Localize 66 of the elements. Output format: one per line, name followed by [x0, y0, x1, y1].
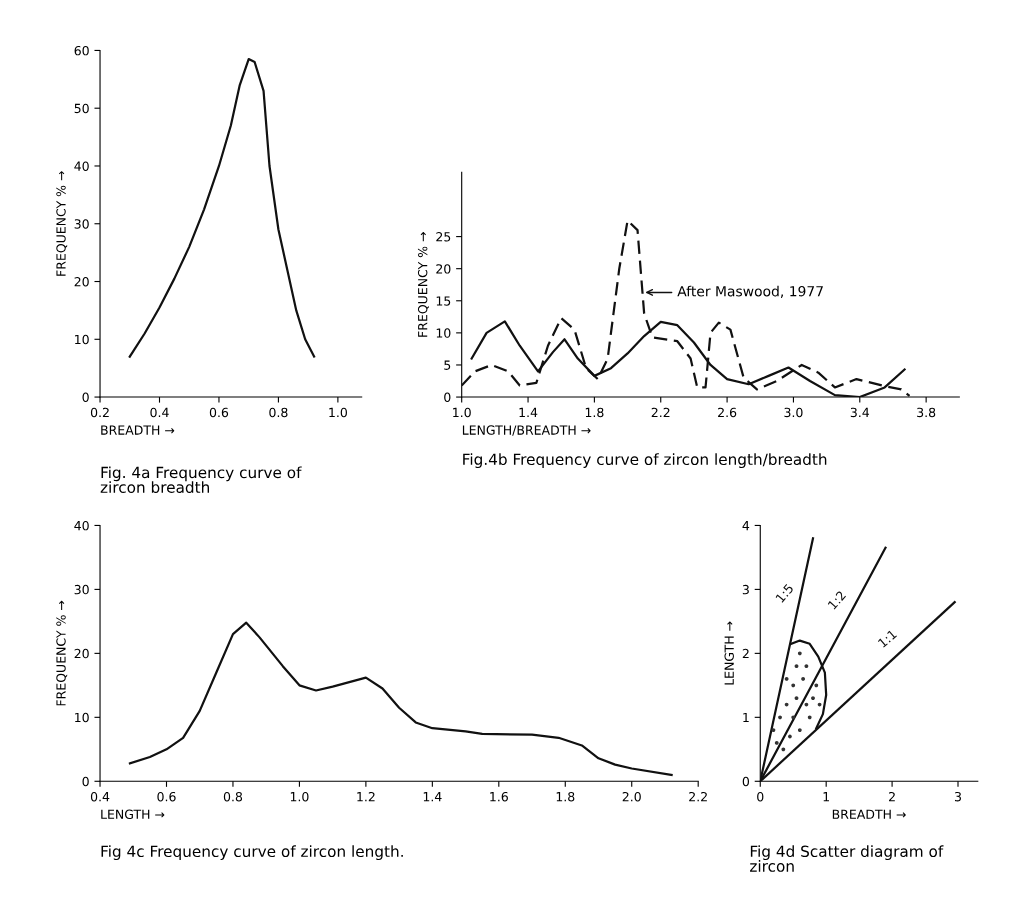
- text: Fig 4d Scatter diagram of zircon: [750, 845, 944, 872]
- text: Fig 4c Frequency curve of zircon length.: [101, 845, 403, 861]
- x-tick-label: 2.2: [651, 407, 670, 417]
- x-tick-label: 1.0: [329, 407, 347, 418]
- y-axis-title: FREQUENCY % →: [56, 171, 68, 276]
- x-tick-label: 0.4: [150, 407, 169, 418]
- x-tick-label: 3.4: [850, 407, 870, 418]
- x-tick-label: 2.0: [622, 791, 641, 802]
- x-axis-title: LENGTH/BREADTH →: [462, 425, 591, 436]
- x-tick-label: 1.4: [423, 792, 442, 802]
- text: 1:2: [827, 590, 846, 610]
- x-tick-label: 0: [757, 791, 764, 802]
- y-tick-label: 10: [75, 334, 89, 345]
- x-tick-label: 0.2: [90, 407, 109, 418]
- y-axis-title: LENGTH →: [724, 621, 734, 685]
- x-axis-title: BREADTH →: [832, 809, 906, 819]
- x-tick-label: 2.6: [718, 407, 737, 418]
- text: 1:1: [877, 629, 897, 648]
- x-tick-label: 3: [954, 791, 961, 802]
- x-tick-label: 2: [889, 791, 895, 802]
- annotation: After Maswood, 1977: [677, 285, 823, 298]
- y-tick-label: 2: [742, 648, 749, 659]
- text: Fig.4b Frequency curve of zircon length/breadth: [463, 453, 827, 469]
- x-tick-label: 1: [823, 792, 829, 802]
- y-tick-label: 1: [743, 712, 749, 723]
- text: 1:5: [775, 583, 794, 603]
- y-tick-label: 20: [436, 264, 451, 274]
- y-tick-label: 50: [74, 103, 89, 114]
- x-tick-label: 1.0: [453, 407, 471, 418]
- x-axis-title: LENGTH →: [101, 809, 165, 820]
- x-tick-label: 3.8: [917, 407, 936, 418]
- y-tick-label: 10: [436, 328, 451, 338]
- x-tick-label: 1.8: [585, 407, 604, 418]
- y-tick-label: 40: [74, 161, 89, 171]
- y-tick-label: 40: [74, 520, 89, 531]
- y-tick-label: 4: [742, 521, 750, 531]
- y-tick-label: 20: [74, 648, 89, 659]
- x-tick-label: 0.8: [269, 407, 288, 418]
- y-tick-label: 5: [444, 360, 451, 370]
- text: Fig. 4a Frequency curve of zircon breadth: [100, 466, 302, 493]
- y-tick-label: 0: [82, 392, 89, 402]
- y-tick-label: 20: [74, 276, 89, 287]
- x-tick-label: 0.6: [209, 407, 229, 418]
- y-tick-label: 30: [74, 219, 89, 229]
- y-tick-label: 30: [74, 584, 89, 595]
- x-tick-label: 0.6: [157, 791, 176, 802]
- x-axis-title: BREADTH →: [101, 425, 175, 435]
- x-tick-label: 1.4: [519, 407, 538, 417]
- x-tick-label: 1.0: [290, 791, 309, 802]
- x-tick-label: 0.4: [90, 791, 110, 802]
- y-tick-label: 3: [742, 584, 749, 595]
- x-tick-label: 3.0: [784, 407, 803, 418]
- y-axis-title: FREQUENCY % →: [56, 600, 68, 706]
- y-tick-label: 0: [444, 392, 451, 402]
- y-tick-label: 0: [742, 776, 750, 787]
- y-tick-label: 10: [75, 712, 89, 723]
- x-tick-label: 1.8: [556, 791, 575, 802]
- y-axis-title: FREQUENCY % →: [417, 232, 429, 337]
- x-tick-label: 1.2: [357, 791, 375, 802]
- x-tick-label: 2.2: [689, 791, 707, 802]
- x-tick-label: 1.6: [490, 791, 508, 802]
- y-tick-label: 15: [436, 296, 451, 306]
- x-tick-label: 0.8: [223, 791, 243, 802]
- y-tick-label: 0: [82, 776, 89, 787]
- y-tick-label: 25: [436, 232, 451, 242]
- y-tick-label: 60: [74, 45, 89, 56]
